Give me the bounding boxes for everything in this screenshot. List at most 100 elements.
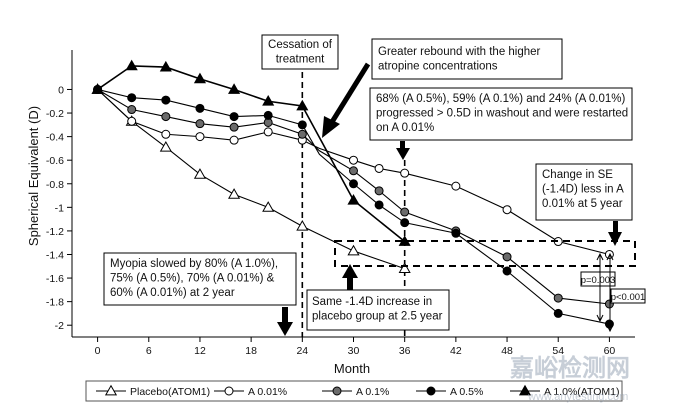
series-line-3 xyxy=(97,88,610,325)
data-point xyxy=(553,308,563,318)
data-point xyxy=(296,219,309,231)
watermark: 嘉峪检测网 www.anytesting.com xyxy=(510,354,630,403)
placebo-same-box xyxy=(306,289,450,331)
data-point xyxy=(229,112,239,122)
highlight-dashed-box xyxy=(334,240,636,267)
p1-box xyxy=(580,271,616,287)
p1-text: p=0.003 xyxy=(581,275,616,286)
data-point xyxy=(127,116,137,126)
x-tick-label: 30 xyxy=(348,345,360,357)
washout-box xyxy=(369,87,633,141)
data-point xyxy=(297,129,307,139)
x-ticks: 0 6 12 18 24 30 36 42 48 54 60 xyxy=(95,337,616,357)
data-point xyxy=(228,188,241,199)
data-point xyxy=(297,120,307,130)
x-tick-label: 24 xyxy=(296,345,308,357)
data-point xyxy=(553,293,563,303)
y-tick-label: -0.8 xyxy=(46,179,64,191)
x-tick-label: 48 xyxy=(501,345,513,357)
legend-swatch-marker xyxy=(332,386,342,396)
y-tick-label: -0.6 xyxy=(46,155,64,167)
data-point xyxy=(374,163,384,173)
data-point xyxy=(127,93,137,103)
rebound-arrow xyxy=(329,62,371,124)
change-se-box xyxy=(535,163,633,221)
data-point xyxy=(161,129,171,139)
legend-swatch-marker xyxy=(426,386,436,396)
x-tick-label: 0 xyxy=(95,345,101,357)
data-point xyxy=(349,179,358,189)
y-tick-label: -0.2 xyxy=(46,108,64,120)
data-point xyxy=(347,194,360,205)
x-tick-label: 54 xyxy=(552,345,564,357)
x-tick-label: 36 xyxy=(399,345,411,357)
p2-text: p<0.001 xyxy=(611,292,646,303)
series-line-2 xyxy=(97,88,610,305)
legend-box xyxy=(85,380,623,402)
y-tick-label: -1.8 xyxy=(46,297,64,309)
washout-text: 68% (A 0.5%), 59% (A 0.1%) and 24% (A 0.… xyxy=(376,93,628,134)
x-tick-label: 18 xyxy=(245,345,257,357)
data-point xyxy=(127,105,137,115)
y-tick-label: -1.6 xyxy=(46,273,64,285)
p1-bracket-top xyxy=(596,252,604,261)
p1-bracket-bottom xyxy=(596,314,604,323)
x-tick-label: 60 xyxy=(604,345,616,357)
change-se-arrowhead xyxy=(608,232,622,246)
y-tick-label: -2 xyxy=(55,320,64,332)
x-axis-title: Month xyxy=(334,361,370,376)
data-point xyxy=(398,262,411,274)
cessation-box xyxy=(261,34,339,70)
y-axis-title: Spherical Equivalent (D) xyxy=(26,106,41,246)
data-point xyxy=(159,60,172,72)
series-4-points xyxy=(91,59,411,246)
data-point xyxy=(374,186,384,196)
myopia-slowed-box xyxy=(103,252,297,306)
data-point xyxy=(349,155,358,165)
x-tick-label: 12 xyxy=(194,345,206,357)
legend-label: A 0.01% xyxy=(248,386,287,398)
p2-bracket-top xyxy=(606,252,614,261)
series-2-points xyxy=(93,84,614,309)
data-point xyxy=(193,168,207,179)
legend-swatch-marker xyxy=(224,386,234,396)
x-tick-label: 6 xyxy=(146,345,152,357)
series-line-4 xyxy=(97,65,406,243)
watermark-cn: 嘉峪检测网 xyxy=(510,354,630,382)
annotations: Cessation of treatment Greater rebound wi… xyxy=(103,34,646,336)
y-ticks: 0 -0.2 -0.4 -0.6 -0.8 -1 -1.2 -1.4 -1.6 -1.8 -2 xyxy=(46,84,72,332)
data-point xyxy=(161,95,171,105)
data-point xyxy=(296,99,309,111)
data-point xyxy=(193,72,207,84)
y-tick-label: -1 xyxy=(55,202,64,214)
legend: Placebo(ATOM1) A 0.01% A 0.1% A 0.5% A 1.0%(… xyxy=(85,380,623,402)
data-point xyxy=(195,132,205,142)
data-point xyxy=(347,244,360,256)
rebound-text: Greater rebound with the higher atropine … xyxy=(378,46,541,73)
data-point xyxy=(159,141,172,152)
y-tick-label: 0 xyxy=(58,84,64,96)
series-line-1 xyxy=(97,89,610,256)
data-point xyxy=(263,110,273,120)
data-point xyxy=(195,103,205,113)
rebound-box xyxy=(371,38,563,80)
data-point xyxy=(349,166,358,176)
myopia-slowed-text: Myopia slowed by 80% (A 1.0%), 75% (A 0.5… xyxy=(110,258,278,299)
data-point xyxy=(451,228,461,238)
placebo-arrow-shaft xyxy=(347,276,353,290)
data-point xyxy=(400,207,410,217)
legend-label: A 0.1% xyxy=(356,386,389,398)
data-point xyxy=(229,135,239,145)
data-point xyxy=(91,83,104,94)
y-tick-label: -0.4 xyxy=(46,132,64,144)
data-point xyxy=(262,95,275,106)
data-point xyxy=(263,127,273,137)
cessation-text: Cessation of treatment xyxy=(268,39,333,66)
legend-label: A 1.0%(ATOM1) xyxy=(544,386,619,398)
series-layer xyxy=(91,59,614,329)
data-point xyxy=(400,218,410,228)
data-point xyxy=(125,59,138,71)
myopia-arrowhead xyxy=(277,322,293,336)
p2-bracket-bottom xyxy=(606,324,614,333)
watermark-url: www.anytesting.com xyxy=(527,391,628,403)
